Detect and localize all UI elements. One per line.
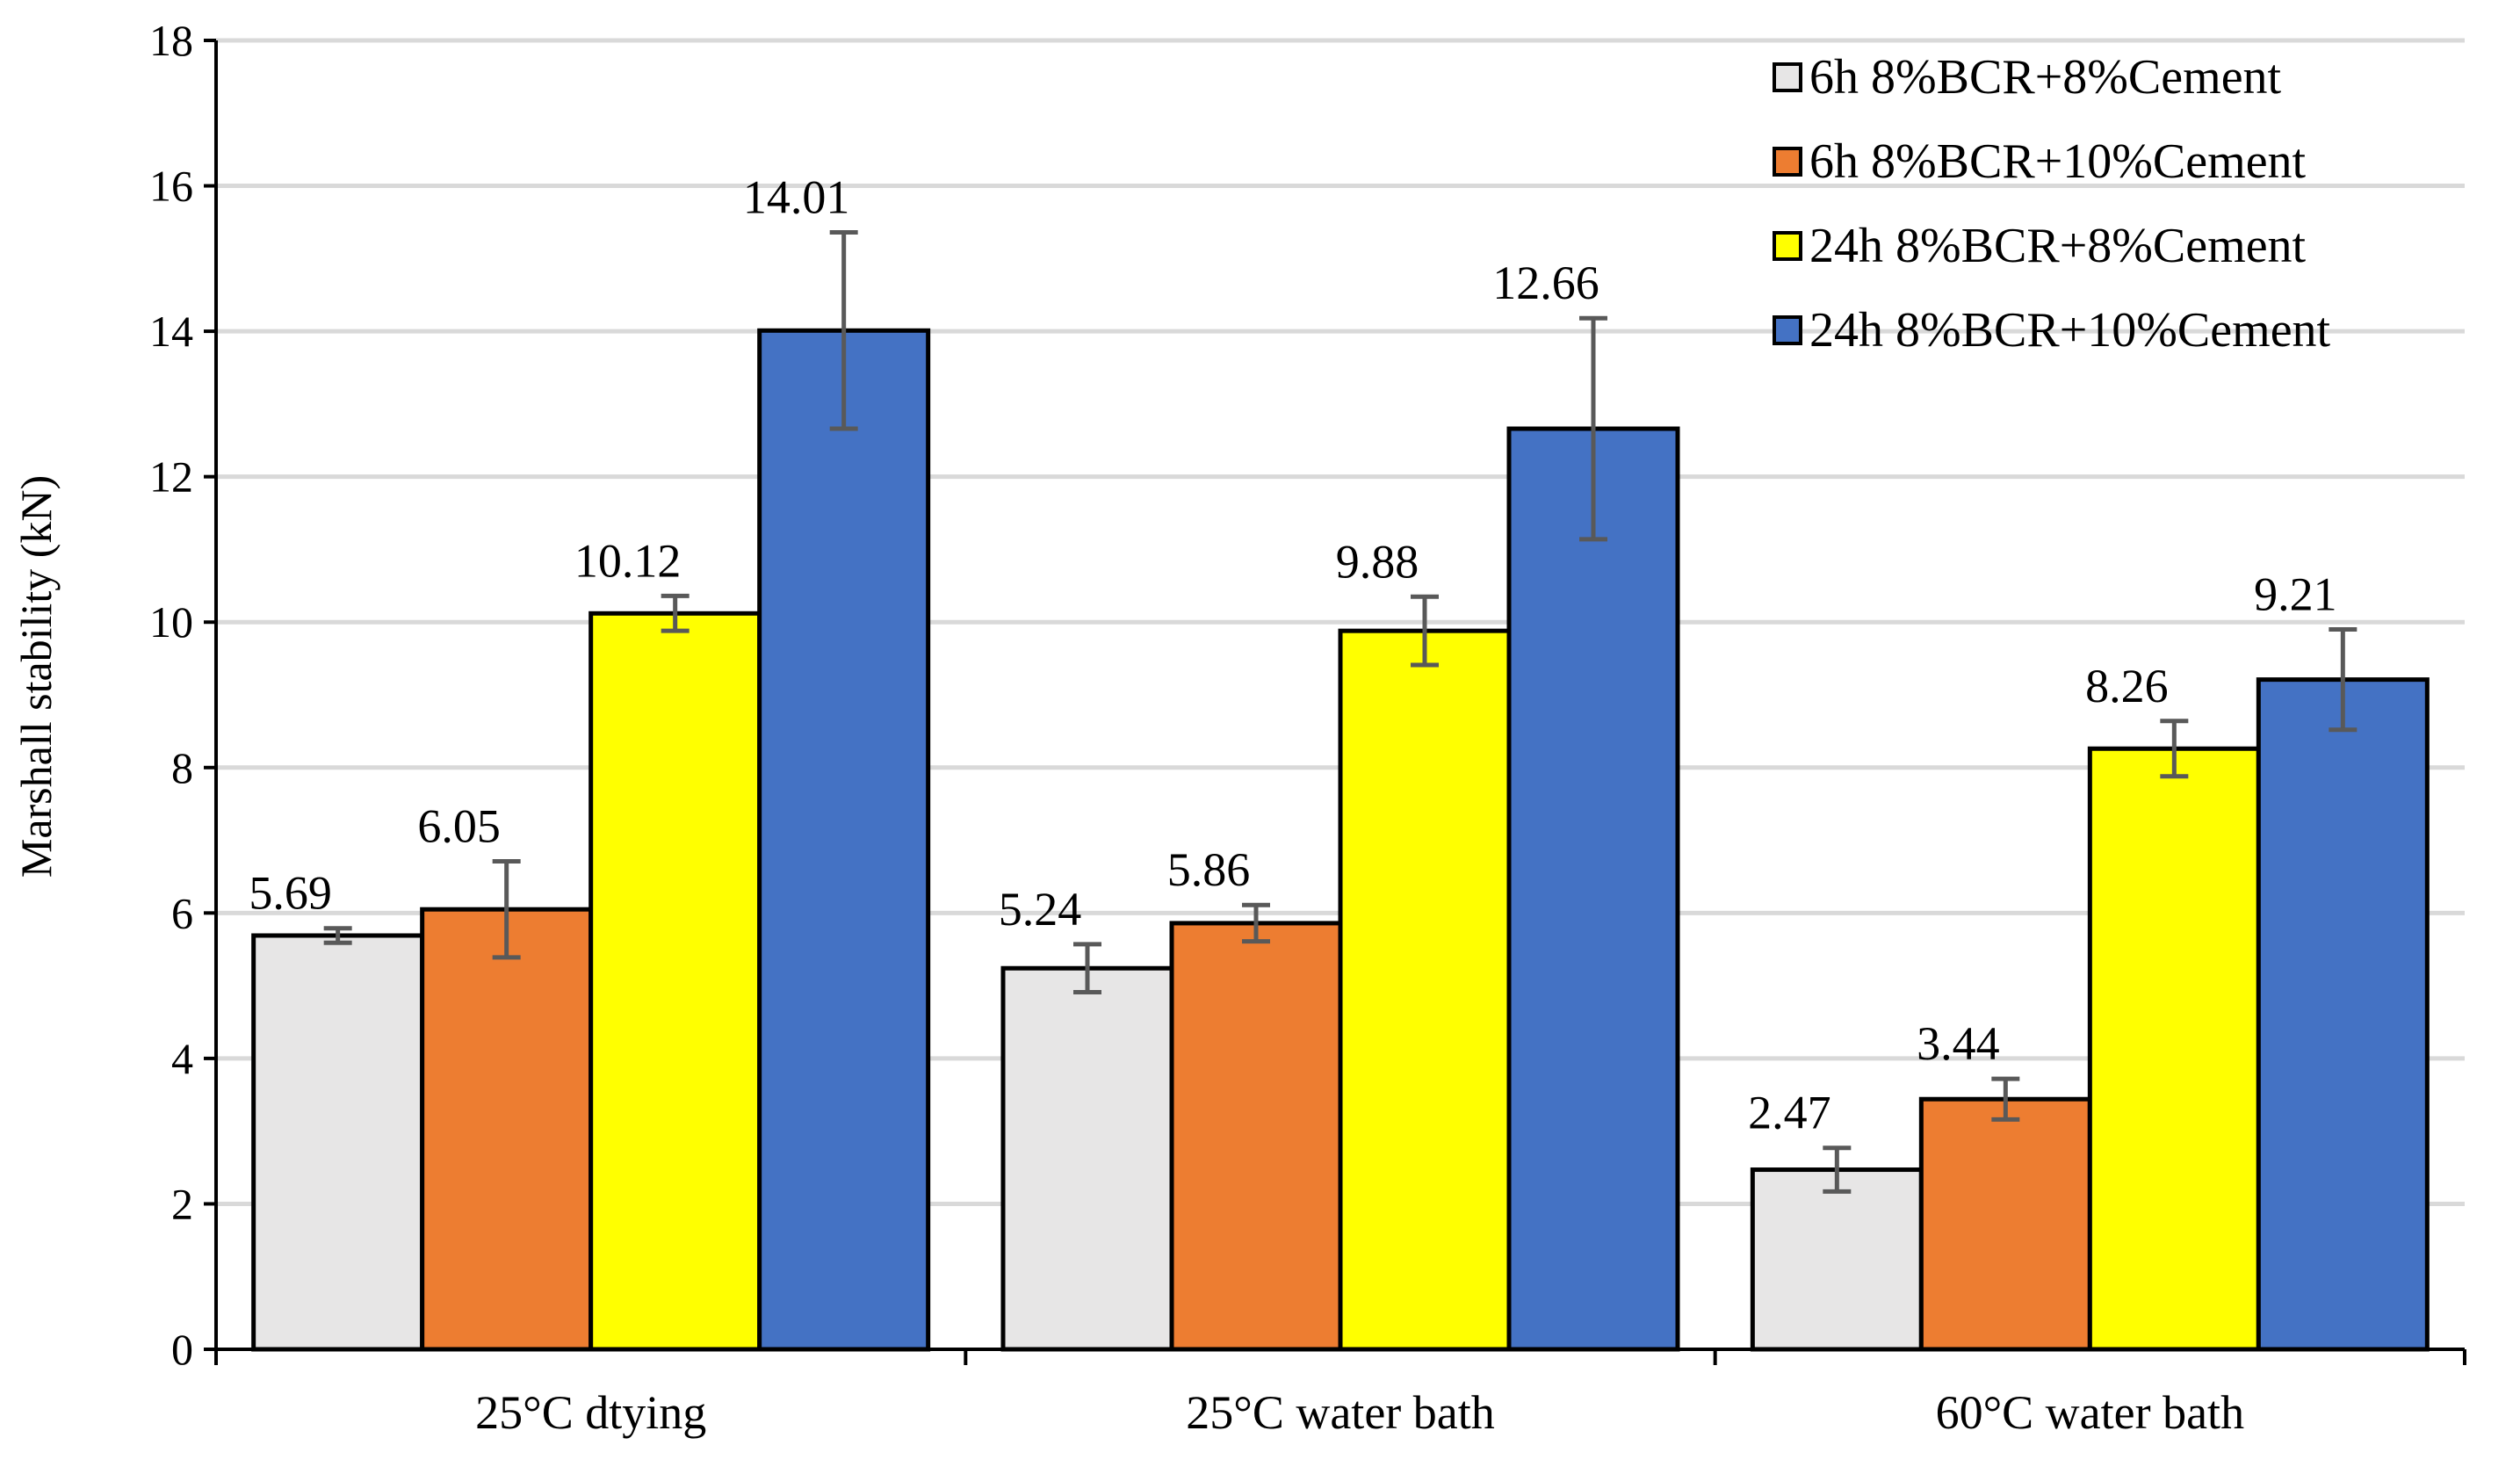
bar: [1000, 965, 1174, 1352]
legend-swatch: [1773, 231, 1802, 261]
bar: [588, 611, 762, 1352]
x-category-label: 25°C water bath: [1186, 1386, 1495, 1439]
legend-label: 24h 8%BCR+8%Cement: [1809, 219, 2307, 273]
y-tick-label: 18: [149, 16, 193, 65]
bar: [251, 933, 425, 1352]
error-bars: [323, 230, 2358, 1194]
y-tick-label: 10: [149, 597, 193, 647]
data-label: 3.44: [1917, 1017, 2000, 1070]
legend-label: 6h 8%BCR+8%Cement: [1809, 50, 2282, 105]
bar: [757, 328, 931, 1352]
legend-swatch: [1773, 147, 1802, 177]
data-label: 2.47: [1748, 1087, 1831, 1139]
y-tick-label: 2: [171, 1179, 193, 1228]
y-tick-label: 4: [171, 1034, 193, 1083]
y-tick-label: 8: [171, 743, 193, 792]
bar: [1169, 921, 1343, 1352]
bar: [1338, 628, 1512, 1352]
bar: [1506, 426, 1680, 1352]
legend-swatch: [1773, 315, 1802, 345]
axes: 0 2 4 6 8 10 12 14 16 18 25°C dtying 25°C water bat…: [149, 16, 2466, 1439]
bar: [1750, 1167, 1924, 1352]
bar: [2256, 677, 2430, 1352]
y-tick-label: 12: [149, 452, 193, 502]
data-label: 5.86: [1167, 843, 1251, 896]
bar: [2087, 746, 2261, 1352]
data-label: 5.24: [999, 883, 1082, 936]
legend-label: 24h 8%BCR+10%Cement: [1809, 303, 2331, 358]
data-label: 14.01: [743, 171, 850, 224]
data-label: 12.66: [1492, 257, 1599, 309]
legend-label: 6h 8%BCR+10%Cement: [1809, 134, 2307, 189]
data-label: 6.05: [417, 800, 501, 853]
bars: [251, 328, 2430, 1352]
bar: [1918, 1096, 2092, 1352]
x-category-label: 25°C dtying: [475, 1386, 706, 1439]
data-label: 9.88: [1336, 535, 1419, 588]
legend: 6h 8%BCR+8%Cement 6h 8%BCR+10%Cement 24h 8…: [1773, 50, 2331, 358]
data-label: 8.26: [2085, 660, 2169, 712]
data-labels: 5.69 5.24 2.47 6.05 5.86 3.44 10.12 9.88 8.26 14.…: [249, 171, 2336, 1139]
data-label: 10.12: [574, 534, 682, 587]
legend-swatch: [1773, 62, 1802, 92]
y-tick-label: 6: [171, 888, 193, 937]
x-category-label: 60°C water bath: [1936, 1386, 2245, 1439]
y-tick-label: 14: [149, 307, 193, 356]
y-tick-label: 0: [171, 1325, 193, 1374]
bar: [420, 907, 594, 1352]
y-axis-title: Marshall stability (kN): [11, 475, 61, 878]
y-tick-label: 16: [149, 162, 193, 211]
data-label: 9.21: [2254, 568, 2337, 621]
data-label: 5.69: [249, 867, 332, 920]
